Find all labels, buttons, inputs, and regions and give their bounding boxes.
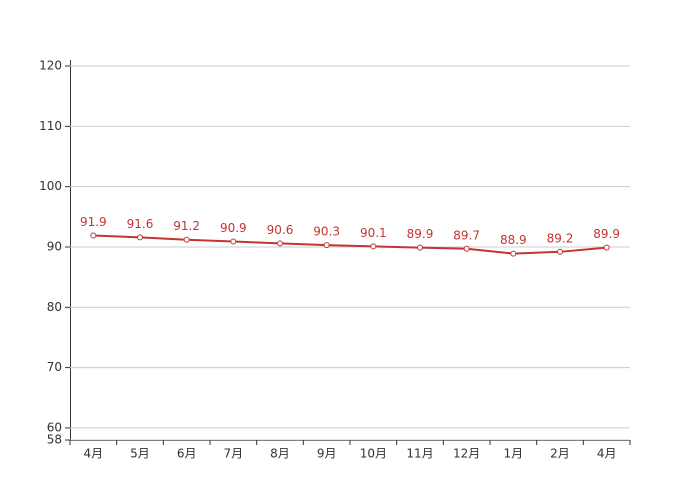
x-tick-label: 11月 bbox=[406, 447, 433, 461]
point bbox=[90, 232, 97, 239]
x-tick-label: 9月 bbox=[317, 447, 337, 461]
x-tick-label: 1月 bbox=[504, 447, 524, 461]
data-label: 91.6 bbox=[127, 217, 154, 231]
y-tick-label: 120 bbox=[39, 59, 62, 73]
data-label: 89.9 bbox=[593, 227, 620, 241]
y-tick-label: 80 bbox=[47, 300, 62, 314]
x-tick-label: 7月 bbox=[224, 447, 244, 461]
point bbox=[557, 248, 563, 255]
x-tick-label: 10月 bbox=[360, 447, 387, 461]
data-label: 89.9 bbox=[407, 227, 434, 241]
x-tick-label: 4月 bbox=[597, 447, 617, 461]
x-tick-label: 4月 bbox=[84, 447, 104, 461]
point bbox=[277, 240, 283, 247]
data-label: 89.2 bbox=[547, 231, 574, 245]
data-label: 90.6 bbox=[267, 223, 294, 237]
line bbox=[93, 234, 607, 255]
data-label: 91.9 bbox=[80, 215, 107, 229]
y-tick-label: 110 bbox=[39, 119, 62, 133]
data-label: 90.3 bbox=[313, 225, 340, 239]
x-tick-label: 2月 bbox=[550, 447, 570, 461]
point bbox=[137, 234, 143, 241]
data-label: 91.2 bbox=[173, 219, 200, 233]
data-label: 88.9 bbox=[500, 233, 527, 247]
y-tick-label: 100 bbox=[39, 179, 62, 193]
y-tick-label: 90 bbox=[47, 239, 62, 253]
y-tick-label: 60 bbox=[47, 420, 62, 434]
point bbox=[370, 243, 377, 250]
point bbox=[230, 238, 237, 245]
data-label: 90.1 bbox=[360, 226, 387, 240]
point bbox=[417, 244, 423, 251]
point bbox=[603, 244, 610, 251]
data-label: 89.7 bbox=[453, 228, 480, 242]
data-label: 90.9 bbox=[220, 221, 247, 235]
x-tick-label: 6月 bbox=[177, 447, 197, 461]
point bbox=[183, 236, 190, 243]
x-tick-label: 12月 bbox=[453, 447, 480, 461]
y-tick-label: 70 bbox=[47, 360, 62, 374]
y-tick-label: 58 bbox=[47, 433, 62, 447]
point bbox=[323, 242, 330, 249]
point bbox=[510, 250, 517, 257]
x-tick-label: 8月 bbox=[270, 447, 290, 461]
point bbox=[463, 245, 470, 252]
x-tick-label: 5月 bbox=[130, 447, 150, 461]
